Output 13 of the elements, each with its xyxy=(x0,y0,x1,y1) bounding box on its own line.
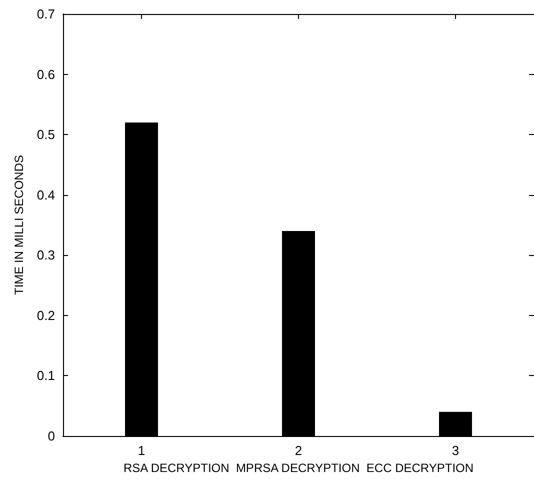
x-tick-label: 3 xyxy=(452,443,460,458)
y-tick-label: 0.3 xyxy=(36,248,55,263)
x-tick-label: 2 xyxy=(294,443,302,458)
y-tick-label: 0.6 xyxy=(36,66,55,82)
y-tick-label: 0 xyxy=(48,428,55,444)
y-tick-label: 0.5 xyxy=(36,127,55,142)
x-tick-label: 1 xyxy=(138,443,146,458)
y-tick-label: 0.4 xyxy=(36,187,55,202)
x-axis-title: RSA DECRYPTION MPRSA DECRYPTION ECC DECRYPTION xyxy=(123,461,474,475)
y-tick-label: 0.2 xyxy=(36,308,55,323)
y-axis-title: TIME IN MILLI SECONDS xyxy=(12,154,26,296)
y-tick-label: 0.7 xyxy=(36,6,55,22)
y-tick-label: 0.1 xyxy=(36,368,55,384)
